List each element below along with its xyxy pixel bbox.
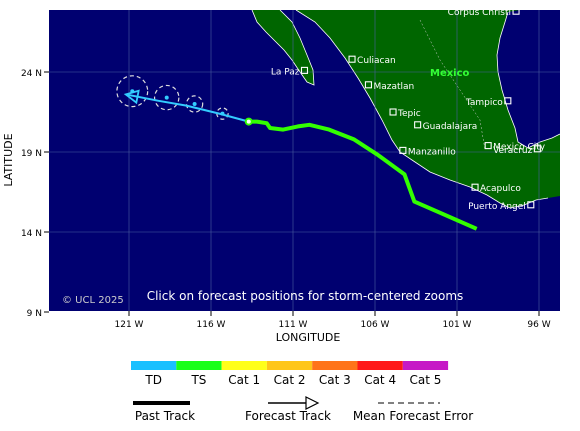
lat-tick-label: 24 N [21,69,42,79]
forecast-point [220,111,225,116]
city-marker-icon [504,97,512,105]
lon-tick-label: 106 W [361,320,390,330]
copyright-label: © UCL 2025 [62,295,124,306]
city-marker-icon [414,121,422,129]
city-marker-icon [399,146,407,154]
legend-label: Cat 2 [274,373,306,387]
legend-swatch [357,361,403,370]
city-label: Manzanillo [408,147,456,157]
error-label: Mean Forecast Error [353,409,473,423]
city-marker-icon [512,7,520,15]
city-label: Mexico City [493,143,546,153]
city-label: Acapulco [480,184,521,194]
past-track-line [245,119,478,231]
legend-label: Cat 3 [319,373,351,387]
city-marker-icon [300,66,309,74]
legend-swatch [402,361,449,370]
legend-label: TD [144,373,162,387]
city-markers: Corpus Christi La Paz Culiacan Mazatlan Tamp… [271,7,546,212]
legend-swatch [131,361,177,370]
lon-tick-label: 101 W [443,320,472,330]
forecast-error-circle [153,84,180,111]
y-axis-label: LATITUDE [2,133,15,186]
legend-label: Cat 4 [364,373,396,387]
legend-swatch [176,361,222,370]
forecast-error-circle [185,95,204,113]
city-marker-icon [533,145,541,153]
city-label: Mazatlan [373,82,414,92]
city-marker-icon [364,81,372,89]
land-mass [251,9,561,209]
forecast-point [130,89,135,94]
city-label: Guadalajara [423,122,478,132]
forecast-track-line [125,93,249,123]
legend-label: Cat 5 [410,373,442,387]
city-marker-icon [527,201,535,209]
forecast-error-circle [116,75,149,108]
x-axis-label: LONGITUDE [276,331,341,344]
country-label: Mexico [430,68,470,79]
city-marker-icon [484,142,492,150]
intensity-legend: TD TS Cat 1 Cat 2 Cat 3 Cat 4 Cat 5 [131,361,449,387]
city-label: Culiacan [357,56,396,66]
forecast-track-label: Forecast Track [245,409,331,423]
forecast-point [192,102,197,106]
map-area[interactable]: Corpus Christi La Paz Culiacan Mazatlan Tamp… [49,7,561,311]
lon-tick-label: 121 W [115,320,144,330]
lat-tick-label: 9 N [27,309,42,319]
city-label: La Paz [271,67,300,77]
legend-swatch [312,361,358,370]
city-marker-icon [389,108,397,116]
city-label: Puerto Angel [468,202,526,212]
click-instruction: Click on forecast positions for storm-ce… [147,289,464,303]
legend-label: Cat 1 [228,373,260,387]
lat-tick-label: 14 N [21,229,42,239]
grid-lines [49,10,560,311]
city-label: Tepic [397,109,421,119]
legend-swatch [266,361,313,370]
track-legend: Past Track Forecast Track Mean Forecast … [133,396,473,423]
current-position-marker [244,117,253,126]
lon-tick-label: 111 W [279,320,308,330]
city-marker-icon [471,183,479,191]
city-label: Corpus Christi [448,8,511,18]
forecast-arrow-icon [305,396,320,410]
latitude-ticks: 24 N 19 N 14 N 9 N [21,69,49,319]
lon-tick-label: 96 W [527,320,550,330]
city-marker-icon [348,55,356,63]
city-label: Tampico [465,98,503,108]
lon-tick-label: 116 W [197,320,226,330]
lat-tick-label: 19 N [21,149,42,159]
legend-label: TS [190,373,206,387]
legend-swatch [221,361,267,370]
past-track-label: Past Track [135,409,195,423]
longitude-ticks: 121 W 116 W 111 W 106 W 101 W 96 W [115,311,551,330]
forecast-point [164,95,169,100]
city-label: Veracruz [493,146,533,156]
storm-tracks [116,75,478,231]
